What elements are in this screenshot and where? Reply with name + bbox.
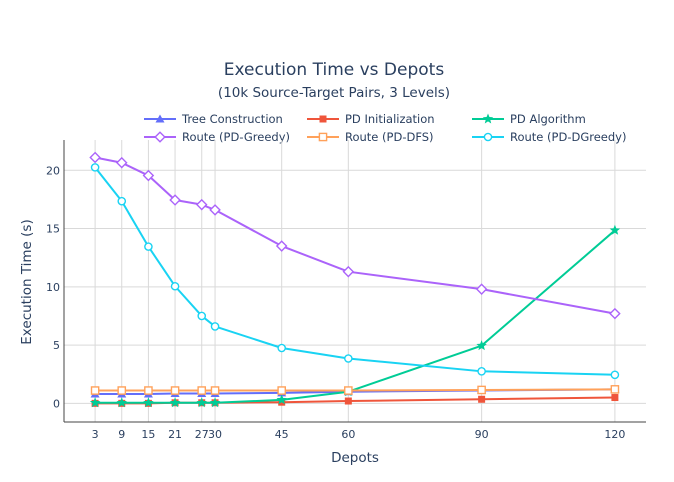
data-point: [277, 386, 286, 395]
data-point: [196, 397, 207, 408]
legend-swatch-marker: [318, 132, 328, 142]
data-point: [477, 385, 486, 395]
y-tick-label: 10: [46, 281, 60, 294]
data-point: [169, 194, 181, 206]
legend-swatch-marker: [319, 115, 327, 123]
legend-label: PD Algorithm: [510, 112, 586, 126]
legend-swatch-marker: [482, 113, 494, 124]
legend-swatch-marker: [155, 114, 165, 123]
legend-item-pd-algorithm[interactable]: PD Algorithm: [472, 112, 586, 126]
x-tick-label: 3: [92, 428, 99, 441]
legend-swatch-marker: [154, 131, 166, 143]
data-point: [170, 281, 180, 291]
x-tick-label: 45: [275, 428, 289, 441]
data-point: [197, 311, 207, 321]
data-point: [210, 322, 220, 331]
series-route-pd-dgreedy: [90, 163, 620, 380]
data-point: [195, 198, 208, 211]
data-point: [209, 204, 221, 216]
legend[interactable]: Tree Construction PD Initialization PD Alg…: [144, 112, 626, 144]
legend-item-route-pd-dgreedy[interactable]: Route (PD-DGreedy): [472, 130, 626, 144]
y-tick-label: 5: [53, 339, 60, 352]
gridlines: [64, 140, 646, 422]
data-point: [476, 340, 487, 351]
plot-area: [89, 151, 621, 408]
data-point: [142, 169, 155, 182]
x-tick-label: 90: [475, 428, 489, 441]
data-point: [475, 283, 488, 295]
legend-swatch-marker: [483, 132, 493, 142]
series-line: [94, 166, 615, 376]
data-point: [90, 386, 100, 395]
data-point: [610, 370, 620, 380]
data-point: [611, 394, 619, 402]
data-point: [344, 354, 353, 363]
series-route-pd-greedy: [89, 151, 621, 320]
legend-label: Route (PD-DGreedy): [510, 130, 626, 144]
data-point: [115, 156, 128, 169]
legend-label: PD Initialization: [345, 112, 435, 126]
data-point: [117, 196, 127, 206]
series-line: [95, 229, 616, 404]
legend-item-route-pd-dfs[interactable]: Route (PD-DFS): [307, 130, 434, 144]
series-pd-initialization: [91, 394, 619, 407]
data-point: [275, 240, 288, 252]
data-point: [277, 343, 286, 353]
data-point: [90, 163, 100, 172]
x-tick-label: 9: [118, 428, 125, 441]
data-point: [209, 397, 221, 408]
data-point: [610, 385, 620, 394]
data-point: [344, 397, 352, 405]
x-tick-label: 30: [208, 428, 222, 441]
y-tick-label: 0: [53, 397, 60, 410]
x-tick-label: 15: [141, 428, 155, 441]
data-point: [89, 397, 101, 408]
x-tick-label: 120: [604, 428, 625, 441]
data-point: [169, 397, 181, 408]
data-point: [143, 397, 154, 408]
series-pd-algorithm: [89, 224, 621, 408]
x-axis-title: Depots: [331, 450, 379, 466]
legend-label: Tree Construction: [181, 112, 283, 126]
legend-item-route-pd-greedy[interactable]: Route (PD-Greedy): [144, 130, 290, 144]
data-point: [144, 386, 153, 395]
x-tick-label: 27: [195, 428, 209, 441]
data-point: [477, 367, 486, 376]
y-tick-label: 15: [46, 223, 60, 236]
chart-subtitle: (10k Source-Target Pairs, 3 Levels): [218, 85, 450, 101]
data-point: [117, 386, 127, 395]
chart-title: Execution Time vs Depots: [224, 60, 445, 80]
x-tick-label: 60: [341, 428, 355, 441]
series-line: [95, 388, 615, 392]
axes: 3 9 15 21 27 30 45 60 90 120 0 5 10 15 20: [46, 140, 646, 441]
series-route-pd-dfs: [90, 385, 620, 395]
data-point: [89, 151, 101, 164]
data-point: [276, 394, 287, 405]
data-point: [478, 395, 486, 403]
data-point: [609, 224, 621, 235]
legend-label: Route (PD-Greedy): [182, 130, 290, 144]
data-point: [197, 386, 207, 395]
data-point: [342, 265, 355, 278]
legend-label: Route (PD-DFS): [345, 130, 434, 144]
data-point: [344, 386, 353, 395]
data-point: [609, 307, 621, 320]
data-point: [210, 386, 220, 395]
data-point: [170, 386, 180, 395]
x-tick-label: 21: [168, 428, 182, 441]
legend-item-pd-initialization[interactable]: PD Initialization: [307, 112, 435, 126]
legend-item-tree-construction[interactable]: Tree Construction: [144, 112, 283, 126]
y-axis-title: Execution Time (s): [19, 219, 35, 344]
data-point: [116, 397, 127, 408]
y-tick-label: 20: [46, 164, 60, 177]
data-point: [144, 242, 153, 251]
series-line: [94, 156, 616, 315]
